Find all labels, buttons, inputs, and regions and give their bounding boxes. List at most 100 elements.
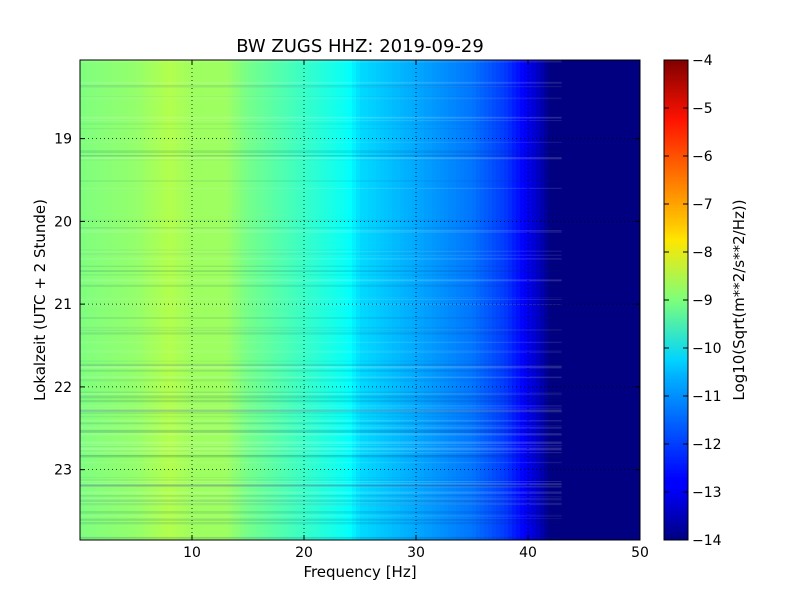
- heatmap-column: [196, 60, 201, 540]
- heatmap-column: [344, 60, 349, 540]
- heatmap-column: [220, 60, 225, 540]
- heatmap-band: [80, 454, 562, 458]
- heatmap-column: [384, 60, 389, 540]
- heatmap-column: [516, 60, 521, 540]
- heatmap-column: [348, 60, 353, 540]
- heatmap-column: [132, 60, 137, 540]
- heatmap-column: [96, 60, 101, 540]
- heatmap-column: [568, 60, 573, 540]
- heatmap-column: [236, 60, 241, 540]
- heatmap-column: [304, 60, 309, 540]
- heatmap-column: [584, 60, 589, 540]
- heatmap-column: [424, 60, 429, 540]
- heatmap-column: [380, 60, 385, 540]
- heatmap-band: [80, 85, 562, 88]
- heatmap-column: [412, 60, 417, 540]
- heatmap-band: [80, 483, 562, 487]
- heatmap-band: [80, 332, 562, 335]
- heatmap-column: [164, 60, 169, 540]
- heatmap-band: [80, 60, 562, 63]
- heatmap-column: [624, 60, 629, 540]
- heatmap-band: [80, 510, 562, 513]
- heatmap-band: [80, 433, 562, 436]
- colorbar-tick-label: −8: [692, 245, 713, 261]
- heatmap-column: [88, 60, 93, 540]
- heatmap-band: [80, 455, 562, 457]
- heatmap-column: [80, 60, 85, 540]
- heatmap-band: [80, 481, 562, 482]
- heatmap-column: [580, 60, 585, 540]
- heatmap-band: [80, 157, 562, 160]
- heatmap-band: [80, 521, 562, 525]
- heatmap-column: [176, 60, 181, 540]
- heatmap-band: [80, 116, 562, 119]
- heatmap-column: [460, 60, 465, 540]
- heatmap-column: [352, 60, 357, 540]
- heatmap-column: [476, 60, 481, 540]
- heatmap-band: [80, 81, 562, 84]
- heatmap-column: [436, 60, 441, 540]
- heatmap-band: [80, 395, 562, 396]
- x-tick-label: 10: [183, 545, 201, 561]
- heatmap-band: [80, 422, 562, 425]
- heatmap-band: [80, 536, 562, 538]
- heatmap-column: [576, 60, 581, 540]
- heatmap-band: [80, 503, 562, 506]
- heatmap-band: [80, 420, 562, 422]
- heatmap-band: [80, 415, 562, 418]
- heatmap-column: [128, 60, 133, 540]
- heatmap-band: [80, 180, 562, 182]
- heatmap-column: [292, 60, 297, 540]
- heatmap-band: [80, 378, 562, 382]
- heatmap-band: [80, 329, 562, 332]
- heatmap-band: [80, 495, 562, 497]
- heatmap-column: [140, 60, 145, 540]
- y-tick-label: 19: [54, 132, 72, 148]
- y-axis-ticks: 19 20 21 22 23: [54, 132, 640, 479]
- heatmap-column: [596, 60, 601, 540]
- heatmap-column: [556, 60, 561, 540]
- heatmap-band: [80, 96, 562, 98]
- heatmap-band: [80, 511, 562, 515]
- heatmap-column: [340, 60, 345, 540]
- heatmap-column: [552, 60, 557, 540]
- heatmap-column: [620, 60, 625, 540]
- heatmap-column: [152, 60, 157, 540]
- heatmap-band: [80, 227, 562, 229]
- heatmap-column: [488, 60, 493, 540]
- heatmap-column: [324, 60, 329, 540]
- heatmap-column: [400, 60, 405, 540]
- heatmap-band: [80, 120, 562, 121]
- heatmap-band: [80, 219, 562, 222]
- heatmap-column: [272, 60, 277, 540]
- heatmap-band: [80, 429, 562, 433]
- heatmap-band: [80, 284, 562, 287]
- heatmap-column: [148, 60, 153, 540]
- heatmap-band: [80, 447, 562, 451]
- heatmap-band: [80, 299, 562, 300]
- heatmap-band: [80, 350, 562, 354]
- heatmap-column: [180, 60, 185, 540]
- heatmap-column: [372, 60, 377, 540]
- heatmap-column: [168, 60, 173, 540]
- heatmap-column: [612, 60, 617, 540]
- heatmap-column: [172, 60, 177, 540]
- heatmap-band: [80, 407, 562, 411]
- heatmap-band: [80, 329, 562, 331]
- heatmap-column: [208, 60, 213, 540]
- heatmap-band: [80, 485, 562, 488]
- heatmap-band: [80, 477, 562, 479]
- heatmap-band: [80, 484, 562, 488]
- heatmap-columns: [80, 60, 640, 540]
- heatmap-band: [80, 396, 562, 398]
- heatmap-column: [604, 60, 609, 540]
- heatmap-column: [204, 60, 209, 540]
- y-tick-label: 21: [54, 297, 72, 313]
- colorbar-tick-label: −4: [692, 53, 713, 69]
- x-axis-ticks: 10 20 30 40 50: [183, 60, 649, 561]
- heatmap-column: [512, 60, 517, 540]
- heatmap-column: [316, 60, 321, 540]
- heatmap-column: [212, 60, 217, 540]
- heatmap-band: [80, 491, 562, 494]
- heatmap-column: [224, 60, 229, 540]
